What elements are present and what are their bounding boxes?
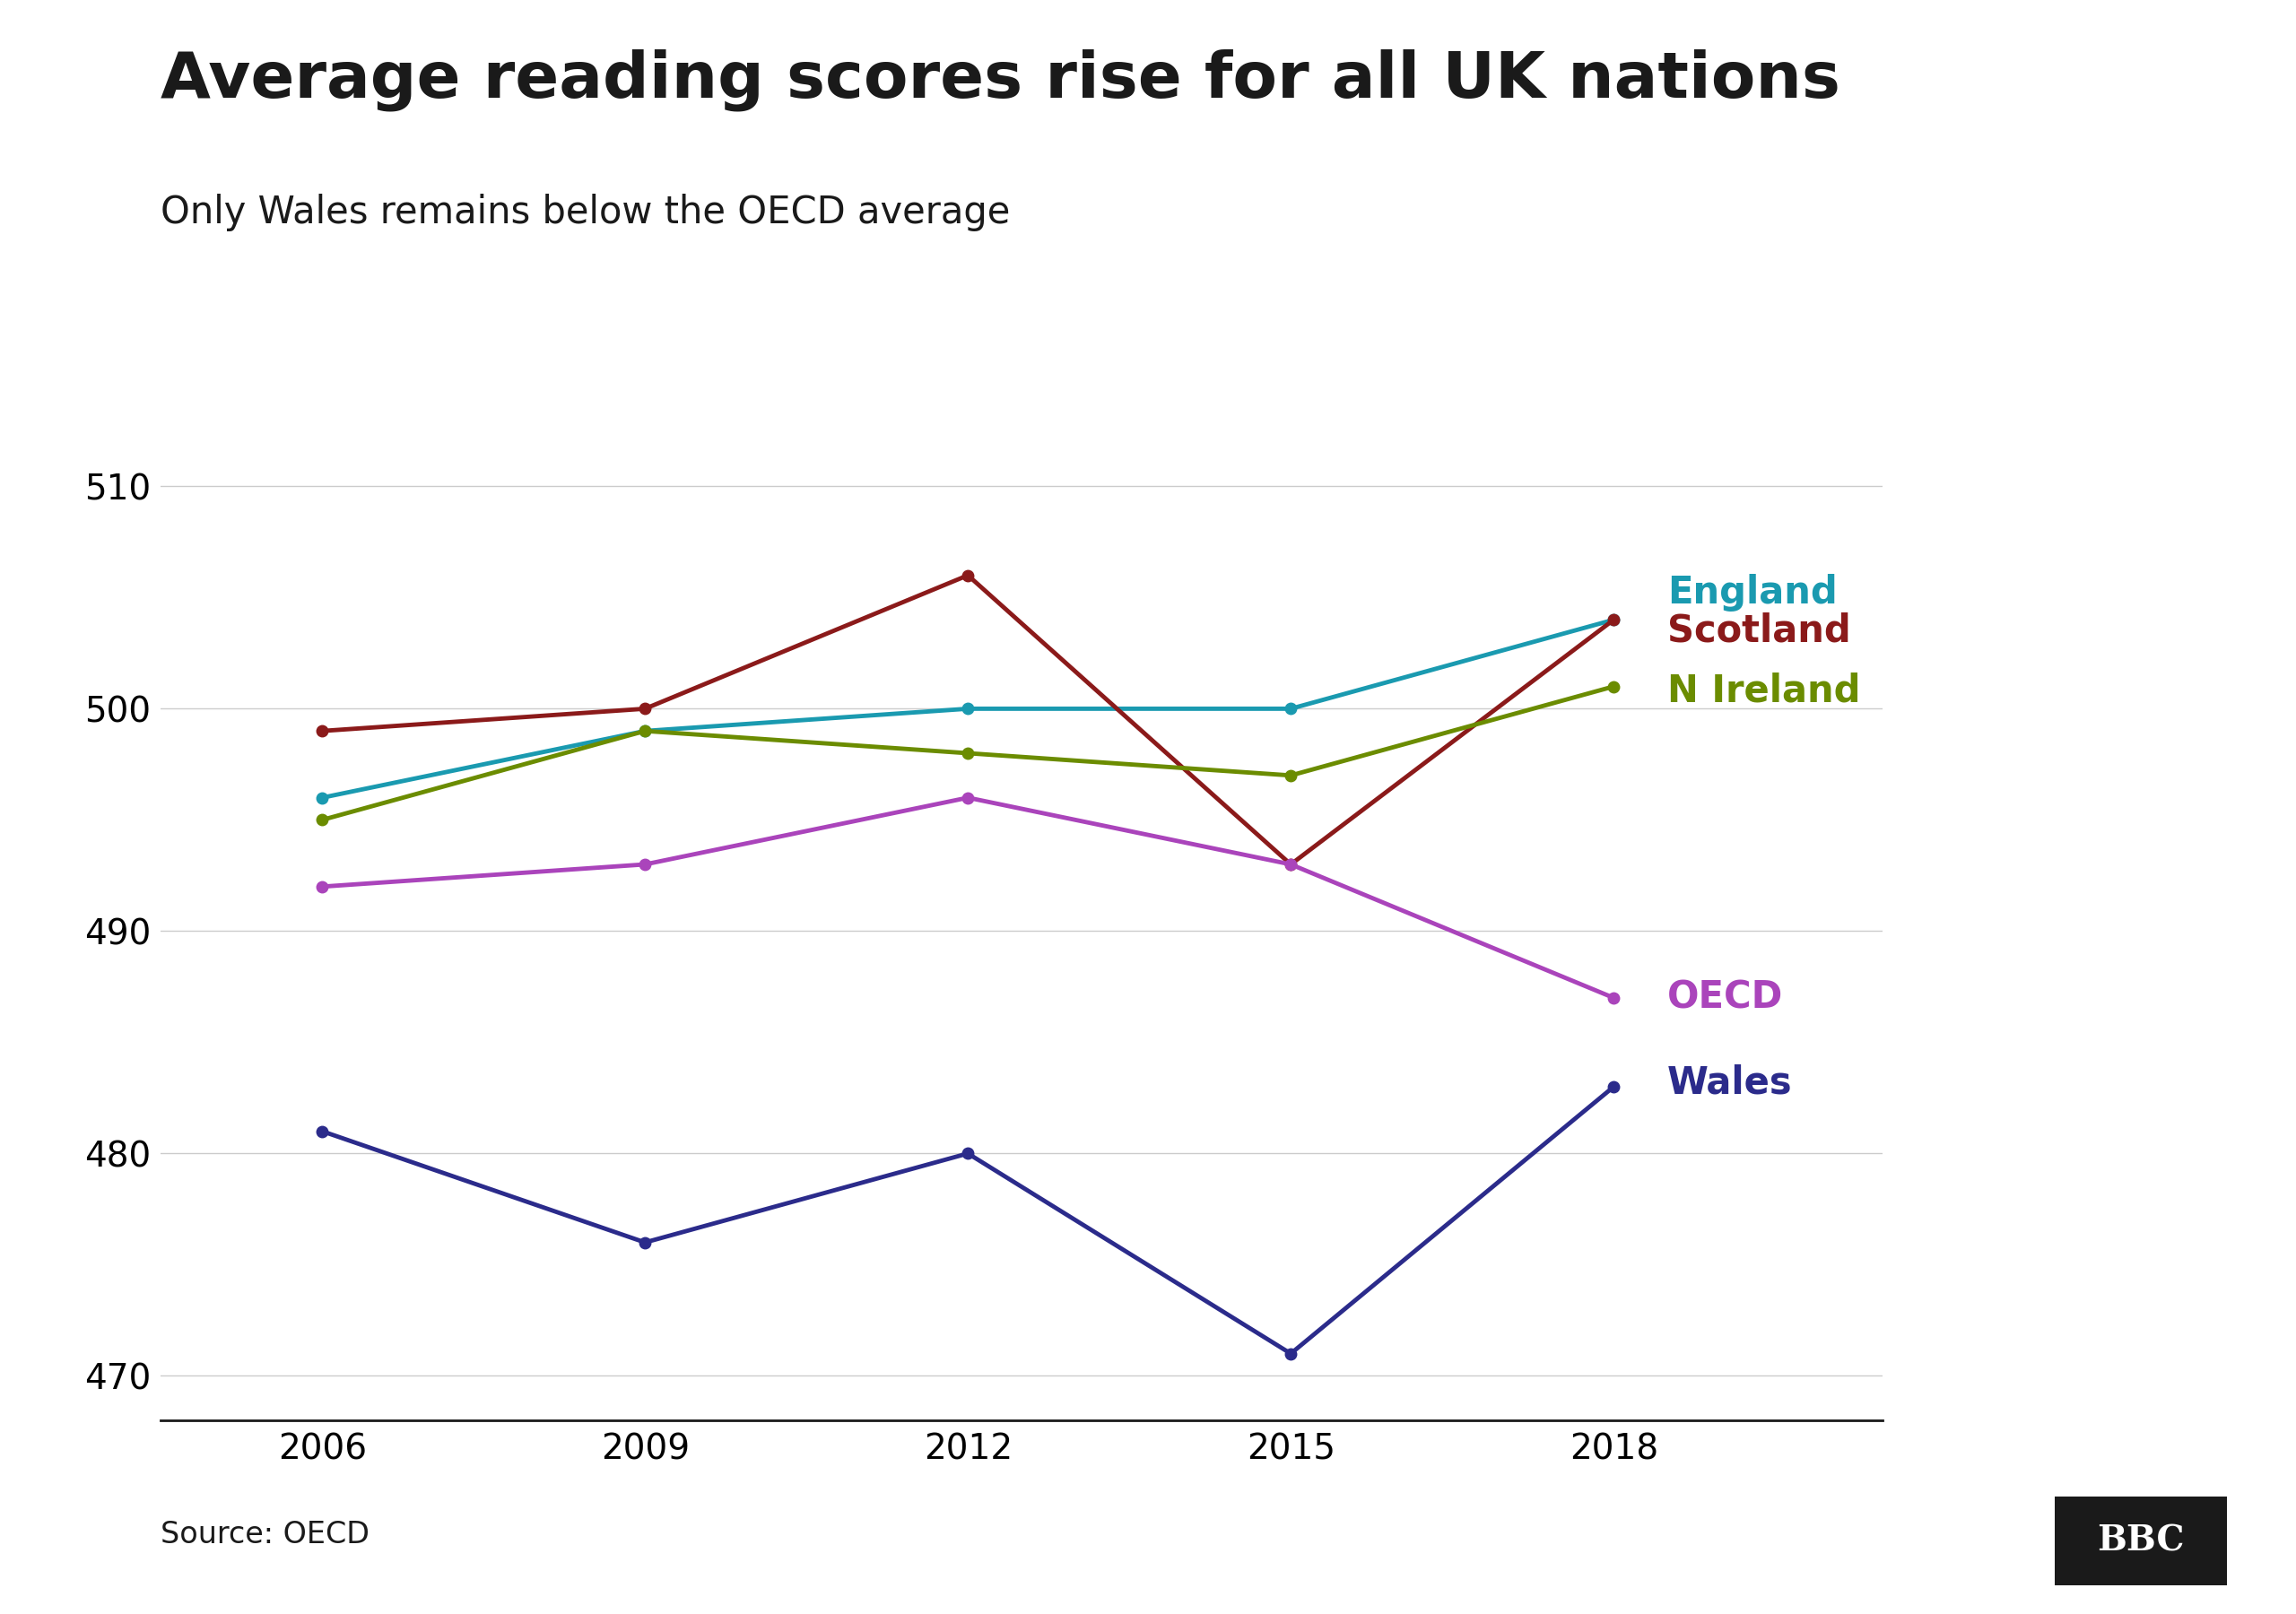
Text: OECD: OECD (1667, 980, 1784, 1017)
Text: Average reading scores rise for all UK nations: Average reading scores rise for all UK n… (161, 48, 1841, 111)
Text: Source: OECD: Source: OECD (161, 1520, 370, 1549)
Text: N Ireland: N Ireland (1667, 671, 1860, 710)
Text: BBC: BBC (2096, 1524, 2186, 1558)
Text: England: England (1667, 575, 1837, 612)
Text: Wales: Wales (1667, 1064, 1793, 1101)
Text: Only Wales remains below the OECD average: Only Wales remains below the OECD averag… (161, 194, 1010, 231)
Text: Scotland: Scotland (1667, 612, 1851, 650)
